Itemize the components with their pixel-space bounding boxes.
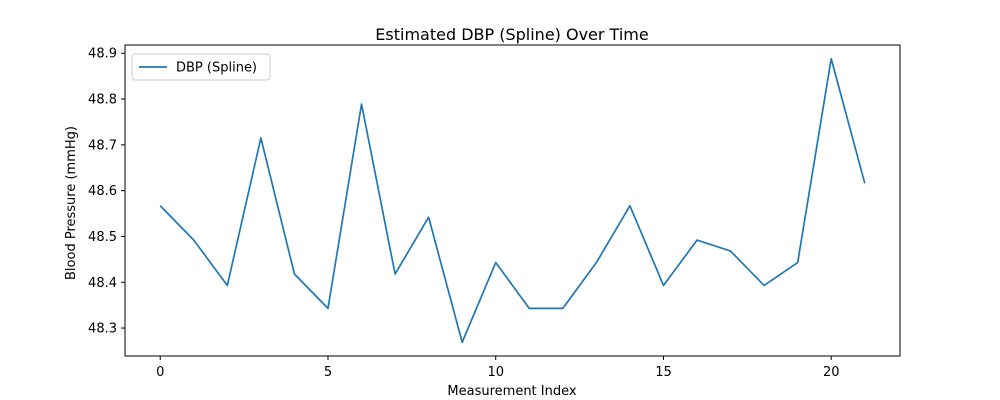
legend-label: DBP (Spline) [176, 61, 257, 76]
y-tick-label: 48.4 [88, 276, 117, 291]
plot-frame [124, 44, 901, 357]
series-line-dbp-spline [159, 57, 866, 344]
y-tick-label: 48.3 [88, 322, 117, 337]
x-tick-label: 5 [324, 365, 332, 380]
x-tick-label: 20 [823, 365, 840, 380]
x-tick-label: 0 [156, 365, 164, 380]
y-axis: 48.3 48.4 48.5 48.6 48.7 48.8 48.9 [88, 47, 125, 337]
y-tick-label: 48.7 [88, 138, 117, 153]
chart-title: Estimated DBP (Spline) Over Time [375, 25, 648, 44]
y-tick-label: 48.8 [88, 93, 117, 108]
legend: DBP (Spline) [131, 53, 271, 81]
x-axis-label: Measurement Index [447, 384, 576, 399]
y-tick-label: 48.6 [88, 184, 117, 199]
legend-box [131, 53, 271, 81]
y-axis-label: Blood Pressure (mmHg) [64, 126, 79, 280]
y-tick-label: 48.5 [88, 230, 117, 245]
x-tick-label: 10 [487, 365, 504, 380]
x-axis: 0 5 10 15 20 [156, 356, 839, 380]
plot-area: 0 5 10 15 20 48.3 48.4 48.5 48.6 48.7 48.8 48.9 [88, 44, 901, 380]
x-tick-label: 15 [655, 365, 672, 380]
y-tick-label: 48.9 [88, 47, 117, 62]
